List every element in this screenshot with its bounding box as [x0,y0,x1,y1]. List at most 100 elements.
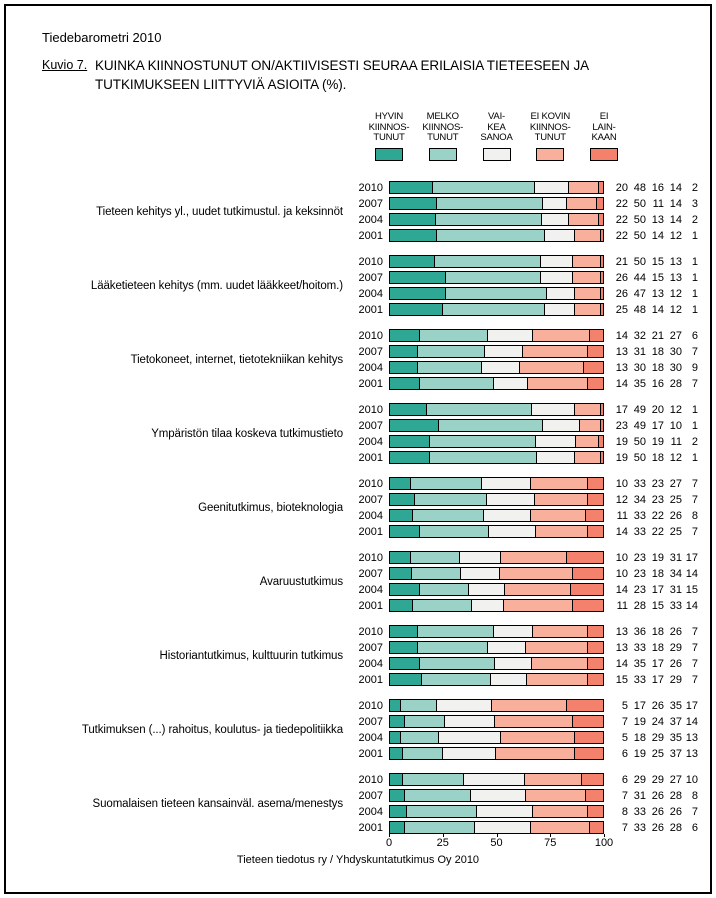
bar-segment-melko-kiinnostunut [436,214,542,225]
bar-segment-ei-lainkaan [588,526,603,537]
stacked-bar [389,731,604,744]
figure-title-line2: TUTKIMUKSEEN LIITTYVIÄ ASIOITA (%). [95,77,347,92]
value-ei-lainkaan: 6 [691,821,698,834]
value-hyvin-kiinnostunut: 6 [621,773,628,786]
bar-segment-ei-kovin-kiinnostunut [492,700,567,711]
stacked-bar [389,525,604,538]
value-ei-kovin-kiinnostunut: 33 [669,599,682,612]
legend-label-ei-lainkaan: EI LAIN- KAAN [591,111,617,143]
value-vaikea-sanoa: 15 [651,271,664,284]
value-vaikea-sanoa: 18 [651,625,664,638]
axis-tick [496,834,498,837]
value-ei-kovin-kiinnostunut: 12 [669,403,682,416]
bar-segment-ei-lainkaan [575,732,603,743]
value-labels: 20 48 16 14 2 [614,182,698,194]
value-labels: 10 23 18 34 14 [614,568,698,580]
bar-row: 2007 7 19 24 37 14 [353,715,698,728]
value-hyvin-kiinnostunut: 23 [615,419,628,432]
axis-tick [389,834,390,837]
value-ei-kovin-kiinnostunut: 30 [669,361,682,374]
bar-segment-ei-lainkaan [573,600,603,611]
value-labels: 12 34 23 25 7 [614,494,698,506]
value-melko-kiinnostunut: 33 [633,673,646,686]
bar-segment-ei-kovin-kiinnostunut [499,568,573,579]
bar-segment-hyvin-kiinnostunut [390,552,412,563]
value-hyvin-kiinnostunut: 13 [615,361,628,374]
year-label: 2001 [358,229,383,242]
bar-segment-melko-kiinnostunut [413,600,473,611]
value-hyvin-kiinnostunut: 7 [621,821,628,834]
value-labels: 11 33 22 26 8 [614,510,698,522]
bar-segment-ei-lainkaan [587,658,603,669]
value-vaikea-sanoa: 14 [651,303,664,316]
stacked-bar [389,213,604,226]
value-melko-kiinnostunut: 35 [633,377,646,390]
bar-segment-ei-kovin-kiinnostunut [526,790,586,801]
year-label: 2007 [358,493,383,506]
bar-row: 2001 14 33 22 25 7 [353,525,698,538]
bar-segment-hyvin-kiinnostunut [390,674,422,685]
legend-label-hyvin-kiinnostunut: HYVIN KIINNOS- TUNUT [368,111,410,143]
value-labels: 13 31 18 30 7 [614,346,698,358]
stacked-bar [389,377,604,390]
bar-segment-ei-lainkaan [583,362,603,373]
value-hyvin-kiinnostunut: 19 [615,451,628,464]
value-melko-kiinnostunut: 50 [633,435,646,448]
value-ei-lainkaan: 1 [691,403,698,416]
value-ei-kovin-kiinnostunut: 28 [669,821,682,834]
bar-segment-melko-kiinnostunut [417,362,482,373]
value-ei-kovin-kiinnostunut: 26 [669,657,682,670]
value-melko-kiinnostunut: 44 [633,271,646,284]
group-rows: 2010 10 33 23 27 7 2007 12 34 23 25 7 2004 11 33 22 26 8 2… [353,477,698,538]
chart-group: Ympäristön tilaa koskeva tutkimustieto 20… [6,403,698,464]
chart-group: Tieteen kehitys yl., uudet tutkimustul. … [6,181,698,242]
bar-segment-ei-lainkaan [588,494,603,505]
value-ei-kovin-kiinnostunut: 13 [669,255,682,268]
bar-segment-hyvin-kiinnostunut [390,642,418,653]
value-melko-kiinnostunut: 36 [633,625,646,638]
legend-swatch-ei-lainkaan [590,147,618,161]
value-ei-lainkaan: 7 [691,625,698,638]
chart-group: Lääketieteen kehitys (mm. uudet lääkkeet… [6,255,698,316]
bar-segment-ei-kovin-kiinnostunut [535,526,589,537]
bar-segment-ei-lainkaan [588,378,603,389]
bar-segment-ei-lainkaan [575,748,603,759]
bar-segment-ei-kovin-kiinnostunut [532,626,589,637]
bar-segment-vaikea-sanoa [470,790,527,801]
value-vaikea-sanoa: 23 [651,477,664,490]
bar-row: 2010 5 17 26 35 17 [353,699,698,712]
bar-segment-vaikea-sanoa [438,732,501,743]
bar-segment-vaikea-sanoa [494,626,533,637]
value-ei-kovin-kiinnostunut: 13 [669,271,682,284]
axis-tick-label: 50 [490,837,503,849]
value-melko-kiinnostunut: 47 [633,287,646,300]
value-labels: 10 33 23 27 7 [614,478,698,490]
stacked-bar [389,181,604,194]
figure-header: Kuvio 7. KUINKA KIINNOSTUNUT ON/AKTIIVIS… [42,56,589,94]
year-label: 2007 [358,715,383,728]
value-labels: 6 29 29 27 10 [614,774,698,786]
bar-segment-ei-kovin-kiinnostunut [573,256,601,267]
bar-segment-vaikea-sanoa [436,700,493,711]
value-vaikea-sanoa: 25 [651,747,664,760]
value-melko-kiinnostunut: 23 [633,583,646,596]
bar-segment-hyvin-kiinnostunut [390,478,412,489]
value-melko-kiinnostunut: 31 [633,789,646,802]
category-label: Suomalaisen tieteen kansainväl. asema/me… [92,797,344,810]
bar-row: 2007 13 33 18 29 7 [353,641,698,654]
year-label: 2001 [358,599,383,612]
bar-row: 2010 21 50 15 13 1 [353,255,698,268]
value-hyvin-kiinnostunut: 14 [615,525,628,538]
value-vaikea-sanoa: 18 [651,641,664,654]
category-label: Avaruustutkimus [259,575,343,588]
bar-row: 2001 15 33 17 29 7 [353,673,698,686]
value-hyvin-kiinnostunut: 11 [616,599,628,612]
value-ei-kovin-kiinnostunut: 27 [669,773,682,786]
bar-segment-melko-kiinnostunut [402,774,464,785]
value-vaikea-sanoa: 17 [651,419,664,432]
bar-segment-ei-kovin-kiinnostunut [500,552,567,563]
value-melko-kiinnostunut: 19 [633,715,646,728]
value-ei-lainkaan: 7 [691,805,698,818]
value-melko-kiinnostunut: 33 [633,525,646,538]
bar-segment-hyvin-kiinnostunut [390,182,433,193]
